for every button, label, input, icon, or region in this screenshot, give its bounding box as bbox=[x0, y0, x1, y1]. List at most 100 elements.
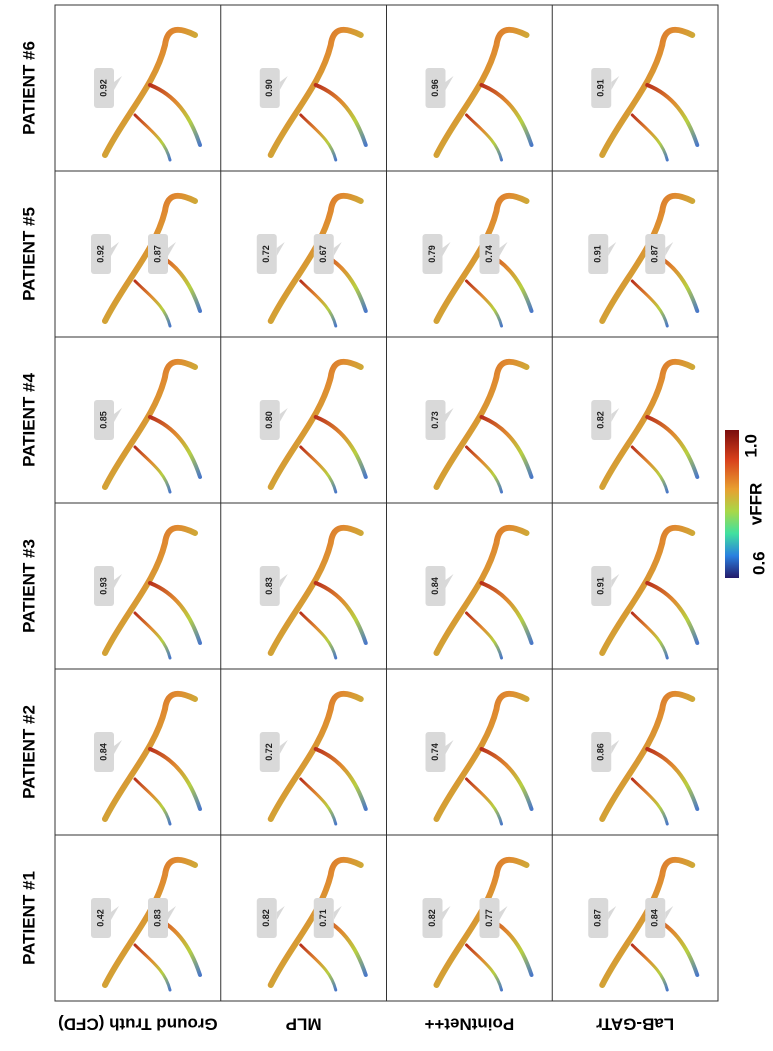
callout-box bbox=[425, 68, 446, 108]
callout-box bbox=[591, 400, 612, 440]
callout-value: 0.72 bbox=[261, 245, 271, 263]
vessel bbox=[433, 856, 530, 988]
patient-label: PATIENT #1 bbox=[19, 871, 38, 965]
callout-value: 0.84 bbox=[650, 909, 660, 927]
vessel-branch bbox=[148, 747, 202, 811]
callout-value: 0.87 bbox=[152, 245, 162, 263]
colorbar-label: vFFR bbox=[746, 483, 765, 526]
vessel-branch bbox=[313, 581, 368, 645]
callout-box bbox=[91, 898, 111, 938]
callout-value: 0.83 bbox=[152, 909, 162, 927]
vessel bbox=[599, 358, 696, 490]
callout-box bbox=[313, 234, 334, 274]
callout-value: 0.87 bbox=[650, 245, 660, 263]
vessel-branch bbox=[645, 581, 700, 645]
vessel-branch bbox=[645, 83, 700, 147]
vessel-branch bbox=[148, 415, 202, 479]
callout-value: 0.91 bbox=[593, 245, 603, 263]
callout-value: 0.91 bbox=[596, 79, 606, 97]
callout-box bbox=[588, 234, 609, 274]
callout-value: 0.72 bbox=[264, 743, 274, 761]
vessel-branch bbox=[630, 943, 669, 992]
method-label: Ground Truth (CFD) bbox=[58, 1015, 218, 1034]
vessel-branch bbox=[465, 943, 503, 992]
callout-value: 0.79 bbox=[427, 245, 437, 263]
vessel bbox=[433, 192, 530, 324]
patient-label: PATIENT #3 bbox=[19, 539, 38, 633]
vessel-branch bbox=[645, 415, 700, 479]
callout-value: 0.91 bbox=[596, 577, 606, 595]
callout-value: 0.74 bbox=[484, 245, 494, 263]
vessel-branch bbox=[465, 611, 503, 660]
callout-pointer bbox=[114, 408, 122, 422]
callout-box bbox=[591, 68, 612, 108]
colorbar-min: 0.6 bbox=[749, 551, 768, 575]
vessel-branch bbox=[479, 581, 534, 645]
callout-pointer bbox=[611, 408, 620, 422]
callout-box bbox=[94, 68, 114, 108]
vessel-branch bbox=[465, 777, 503, 826]
vessel-branch bbox=[465, 279, 503, 328]
callout-pointer bbox=[276, 242, 285, 256]
vessel-branch bbox=[299, 611, 338, 660]
callout-pointer bbox=[611, 76, 620, 90]
vessel-branch bbox=[299, 445, 338, 494]
callout-box bbox=[259, 400, 280, 440]
vessel-branch bbox=[299, 943, 338, 992]
callout-box bbox=[422, 234, 443, 274]
vessel-branch bbox=[133, 777, 172, 826]
callout-box bbox=[148, 898, 168, 938]
callout-value: 0.42 bbox=[95, 909, 105, 927]
vessel bbox=[599, 856, 696, 988]
vessel bbox=[433, 26, 530, 158]
callout-box bbox=[259, 732, 280, 772]
vessel-branch bbox=[479, 747, 534, 811]
callout-pointer bbox=[114, 574, 122, 588]
callout-pointer bbox=[111, 242, 119, 256]
callout-value: 0.96 bbox=[430, 79, 440, 97]
vessel bbox=[267, 192, 364, 324]
callout-box bbox=[91, 234, 111, 274]
vessel bbox=[102, 690, 198, 822]
vessel-branch bbox=[133, 279, 172, 328]
callout-box bbox=[256, 898, 277, 938]
callout-pointer bbox=[445, 76, 454, 90]
callout-value: 0.77 bbox=[484, 909, 494, 927]
callout-value: 0.86 bbox=[596, 743, 606, 761]
vessel-branch bbox=[630, 777, 669, 826]
callout-value: 0.84 bbox=[98, 743, 108, 761]
vessel bbox=[599, 26, 696, 158]
vessel bbox=[267, 690, 364, 822]
vessel-branch bbox=[148, 581, 202, 645]
callout-box bbox=[259, 566, 280, 606]
callout-box bbox=[479, 234, 500, 274]
callout-pointer bbox=[445, 408, 454, 422]
callout-pointer bbox=[445, 740, 454, 754]
vessel-branch bbox=[630, 113, 669, 162]
vessel-branch bbox=[630, 611, 669, 660]
vessel-branch bbox=[133, 113, 172, 162]
callout-box bbox=[148, 234, 168, 274]
patient-label: PATIENT #2 bbox=[19, 705, 38, 799]
vessel bbox=[267, 524, 364, 656]
callout-pointer bbox=[442, 242, 451, 256]
callout-pointer bbox=[168, 906, 176, 920]
callout-value: 0.90 bbox=[264, 79, 274, 97]
callout-pointer bbox=[608, 906, 617, 920]
callout-box bbox=[94, 566, 114, 606]
vessel bbox=[599, 192, 696, 324]
vessel-branch bbox=[313, 415, 368, 479]
callout-box bbox=[645, 234, 666, 274]
vessel bbox=[102, 192, 198, 324]
patient-label: PATIENT #6 bbox=[19, 41, 38, 135]
callout-value: 0.82 bbox=[427, 909, 437, 927]
callout-pointer bbox=[114, 740, 122, 754]
method-label: MLP bbox=[286, 1015, 322, 1034]
vessel-branch bbox=[479, 415, 534, 479]
callout-value: 0.83 bbox=[264, 577, 274, 595]
vessel-branch bbox=[465, 445, 503, 494]
vessel bbox=[267, 856, 364, 988]
vessel-branch bbox=[133, 943, 172, 992]
callout-pointer bbox=[111, 906, 119, 920]
